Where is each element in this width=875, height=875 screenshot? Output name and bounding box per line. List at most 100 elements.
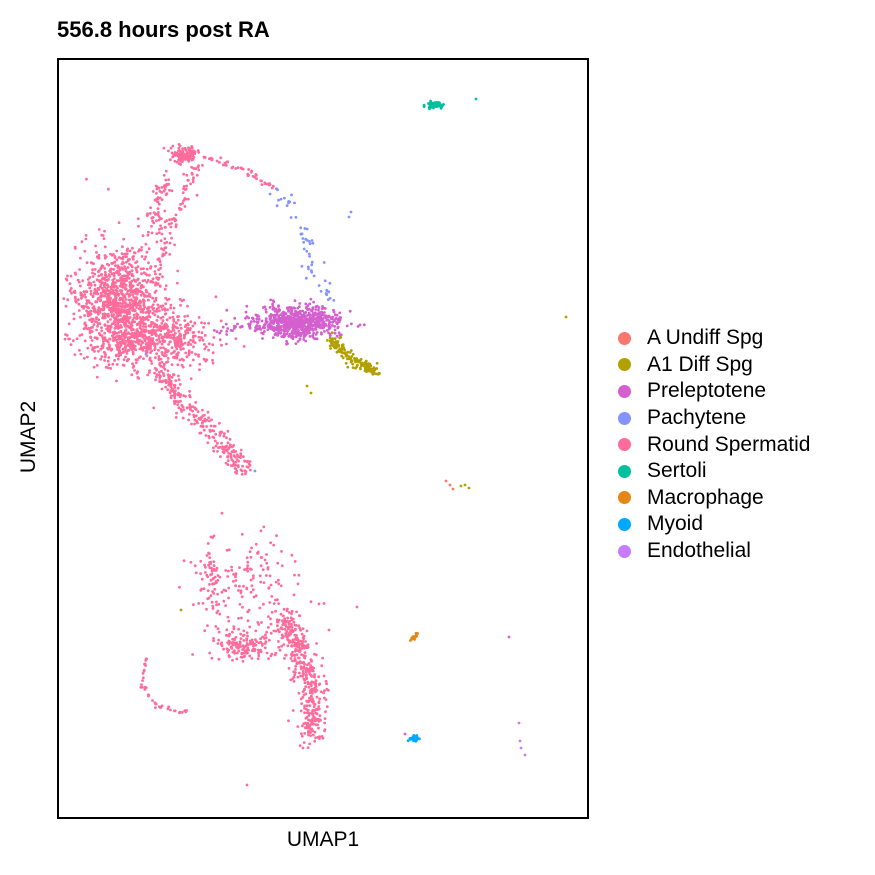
data-point: [187, 148, 191, 152]
data-point: [139, 343, 143, 347]
data-point: [226, 160, 230, 164]
data-point: [297, 691, 301, 695]
data-point: [308, 672, 312, 676]
data-point: [305, 669, 308, 672]
data-point: [207, 416, 211, 420]
data-point: [206, 410, 210, 414]
data-point: [265, 630, 268, 634]
data-point: [102, 306, 106, 310]
data-point: [116, 342, 120, 346]
data-point: [172, 318, 176, 321]
data-point: [211, 604, 215, 608]
data-point: [303, 318, 307, 322]
data-point: [113, 327, 117, 330]
data-point: [277, 304, 280, 308]
data-point: [303, 662, 306, 666]
data-point: [78, 268, 81, 271]
data-point: [185, 355, 189, 359]
data-point: [207, 348, 211, 352]
data-point: [100, 326, 103, 329]
data-point: [323, 311, 326, 314]
data-point: [225, 330, 229, 333]
data-point: [366, 364, 369, 368]
data-point: [242, 584, 245, 588]
data-point: [165, 192, 169, 196]
data-point: [134, 358, 138, 362]
data-point: [158, 196, 162, 200]
data-point: [239, 454, 243, 457]
data-point: [121, 332, 124, 336]
data-point: [280, 644, 283, 648]
data-point: [203, 321, 207, 325]
data-point: [292, 316, 296, 319]
data-point: [123, 286, 127, 290]
data-point: [106, 324, 109, 328]
data-point: [215, 330, 219, 333]
data-point: [267, 626, 270, 629]
data-point: [311, 666, 314, 669]
data-point: [294, 627, 297, 631]
data-point: [90, 317, 93, 321]
data-point: [92, 365, 96, 369]
data-point: [251, 576, 255, 580]
data-point: [300, 732, 303, 736]
data-point: [178, 323, 182, 327]
data-point: [268, 315, 272, 318]
data-point: [121, 302, 124, 305]
data-point: [295, 610, 298, 614]
data-point: [69, 274, 73, 278]
data-point: [324, 316, 328, 319]
data-point: [220, 441, 224, 445]
data-point: [314, 323, 318, 326]
data-point: [311, 324, 315, 328]
data-point: [62, 297, 66, 300]
data-point: [175, 160, 179, 164]
data-point: [268, 317, 272, 321]
data-point: [218, 338, 222, 342]
data-point: [343, 348, 346, 352]
data-point: [242, 345, 246, 348]
data-point: [314, 685, 318, 688]
data-point: [277, 329, 281, 332]
data-point: [135, 260, 139, 263]
data-point: [90, 339, 94, 342]
data-point: [225, 308, 229, 312]
data-point: [277, 578, 280, 582]
data-point: [289, 216, 293, 219]
data-point: [120, 289, 124, 293]
data-point: [211, 351, 215, 355]
data-point: [171, 144, 175, 148]
data-point: [235, 651, 239, 655]
data-point: [69, 343, 73, 346]
data-point: [208, 561, 212, 564]
data-point: [308, 669, 312, 673]
data-point: [293, 673, 297, 677]
data-point: [271, 336, 275, 339]
data-point: [306, 643, 310, 647]
data-point: [129, 288, 133, 292]
data-point: [155, 375, 158, 379]
data-point: [301, 690, 305, 693]
data-point: [519, 746, 523, 750]
data-point: [282, 643, 286, 646]
data-point: [236, 455, 240, 458]
data-point: [256, 621, 260, 624]
data-point: [432, 104, 435, 107]
data-point: [206, 624, 209, 627]
data-point: [164, 381, 168, 384]
data-point: [231, 580, 235, 583]
data-point: [261, 337, 264, 340]
data-point: [306, 646, 309, 649]
data-point: [161, 338, 165, 342]
data-point: [112, 274, 116, 277]
data-point: [114, 264, 117, 267]
legend-dot-icon: [618, 358, 631, 372]
data-point: [154, 283, 157, 287]
data-point: [210, 656, 214, 660]
data-point: [136, 265, 140, 269]
data-point: [303, 651, 307, 654]
data-point: [66, 298, 70, 302]
data-point: [64, 304, 68, 308]
data-point: [111, 284, 115, 288]
data-point: [159, 266, 162, 270]
